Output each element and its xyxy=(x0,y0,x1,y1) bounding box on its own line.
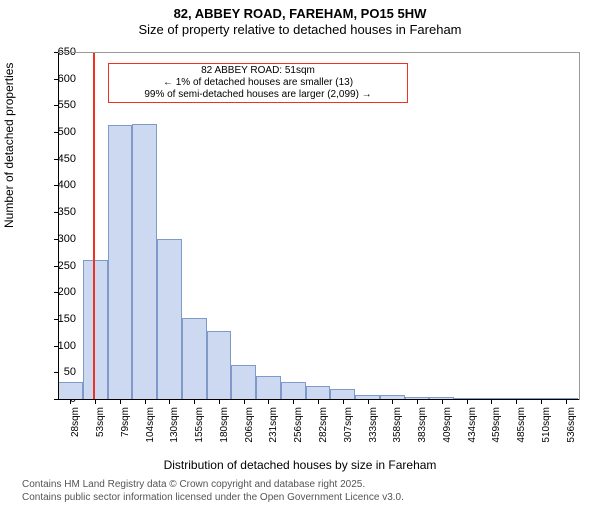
x-tick-label: 104sqm xyxy=(145,407,156,447)
y-axis-label: Number of detached properties xyxy=(2,63,16,228)
histogram-bar xyxy=(108,125,133,400)
x-tick-mark xyxy=(516,400,517,404)
x-tick-mark xyxy=(169,400,170,404)
x-tick-mark xyxy=(491,400,492,404)
x-tick-label: 383sqm xyxy=(417,407,428,447)
x-tick-label: 358sqm xyxy=(392,407,403,447)
annotation-line2: ← 1% of detached houses are smaller (13) xyxy=(111,77,405,89)
x-tick-mark xyxy=(343,400,344,404)
plot-area: 82 ABBEY ROAD: 51sqm ← 1% of detached ho… xyxy=(58,52,580,400)
x-tick-label: 256sqm xyxy=(293,407,304,447)
x-tick-mark xyxy=(318,400,319,404)
x-tick-label: 282sqm xyxy=(318,407,329,447)
x-tick-label: 206sqm xyxy=(244,407,255,447)
histogram-bar xyxy=(157,239,182,400)
footer-line2: Contains public sector information licen… xyxy=(22,492,404,505)
histogram-bar xyxy=(231,365,256,400)
x-tick-mark xyxy=(442,400,443,404)
x-tick-mark xyxy=(145,400,146,404)
x-tick-label: 130sqm xyxy=(169,407,180,447)
x-tick-mark xyxy=(219,400,220,404)
x-tick-label: 485sqm xyxy=(516,407,527,447)
x-tick-mark xyxy=(368,400,369,404)
y-axis-line xyxy=(58,53,59,400)
histogram-bar xyxy=(132,124,157,400)
histogram-bar xyxy=(182,318,207,400)
x-tick-label: 536sqm xyxy=(566,407,577,447)
x-tick-label: 333sqm xyxy=(368,407,379,447)
x-tick-label: 459sqm xyxy=(491,407,502,447)
x-tick-label: 79sqm xyxy=(120,407,131,447)
x-tick-label: 28sqm xyxy=(70,407,81,447)
x-tick-label: 180sqm xyxy=(219,407,230,447)
x-tick-mark xyxy=(120,400,121,404)
x-tick-label: 155sqm xyxy=(194,407,205,447)
footer-attribution: Contains HM Land Registry data © Crown c… xyxy=(22,479,404,504)
annotation-box: 82 ABBEY ROAD: 51sqm ← 1% of detached ho… xyxy=(108,63,408,103)
chart-title-line1: 82, ABBEY ROAD, FAREHAM, PO15 5HW xyxy=(0,6,600,21)
x-tick-mark xyxy=(467,400,468,404)
x-tick-label: 409sqm xyxy=(442,407,453,447)
x-tick-mark xyxy=(417,400,418,404)
x-tick-mark xyxy=(95,400,96,404)
x-tick-mark xyxy=(566,400,567,404)
x-tick-label: 434sqm xyxy=(467,407,478,447)
histogram-bar xyxy=(281,382,306,400)
x-tick-label: 510sqm xyxy=(541,407,552,447)
x-tick-label: 53sqm xyxy=(95,407,106,447)
histogram-bar xyxy=(58,382,83,400)
chart-container: Number of detached properties 0501001502… xyxy=(0,48,600,506)
histogram-bar xyxy=(256,376,281,400)
chart-title-line2: Size of property relative to detached ho… xyxy=(0,22,600,37)
x-tick-label: 231sqm xyxy=(268,407,279,447)
x-axis-label: Distribution of detached houses by size … xyxy=(0,458,600,472)
x-tick-mark xyxy=(293,400,294,404)
x-tick-mark xyxy=(268,400,269,404)
annotation-line3: 99% of semi-detached houses are larger (… xyxy=(111,89,405,101)
x-tick-mark xyxy=(244,400,245,404)
reference-line xyxy=(93,53,95,400)
footer-line1: Contains HM Land Registry data © Crown c… xyxy=(22,479,404,492)
x-tick-mark xyxy=(392,400,393,404)
histogram-bar xyxy=(207,331,232,400)
x-axis-line xyxy=(58,399,579,400)
histogram-bar xyxy=(306,386,331,400)
annotation-line1: 82 ABBEY ROAD: 51sqm xyxy=(111,65,405,77)
x-tick-mark xyxy=(70,400,71,404)
x-tick-mark xyxy=(194,400,195,404)
x-tick-mark xyxy=(541,400,542,404)
x-tick-label: 307sqm xyxy=(343,407,354,447)
